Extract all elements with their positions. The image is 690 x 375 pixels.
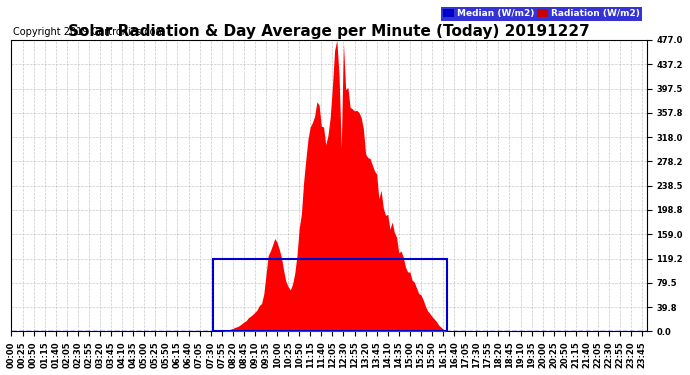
Title: Solar Radiation & Day Average per Minute (Today) 20191227: Solar Radiation & Day Average per Minute…: [68, 24, 590, 39]
Legend: Median (W/m2), Radiation (W/m2): Median (W/m2), Radiation (W/m2): [441, 7, 642, 21]
Bar: [213, 259, 448, 332]
Text: Copyright 2019 Cartronics.com: Copyright 2019 Cartronics.com: [12, 27, 165, 37]
